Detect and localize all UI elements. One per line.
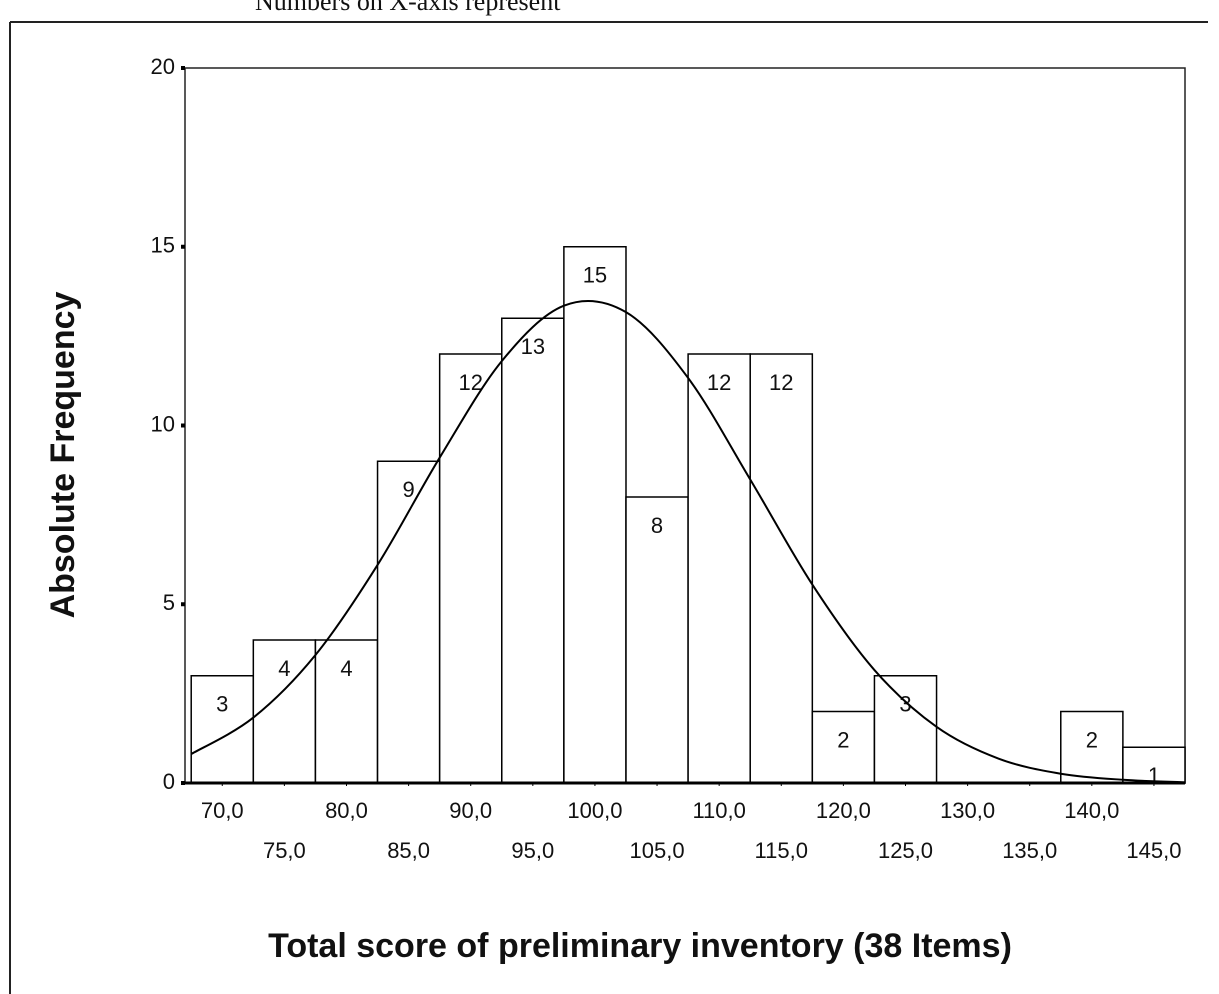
bar: [438, 353, 503, 784]
bar: [1122, 746, 1186, 784]
y-tick-label: 15: [151, 233, 175, 258]
data-label: 2: [837, 727, 849, 752]
bar: [873, 675, 938, 784]
normal-curve: [190, 300, 1186, 784]
x-tick-label: 70,0: [201, 798, 244, 823]
y-tick-label: 0: [163, 769, 175, 794]
bar: [1060, 710, 1124, 784]
y-tick-label: 20: [151, 54, 175, 79]
data-label: 12: [707, 370, 731, 395]
data-label: 8: [651, 513, 663, 538]
y-tick-label: 10: [151, 411, 175, 436]
bar: [376, 460, 441, 784]
x-tick-label: 120,0: [816, 798, 871, 823]
x-tick-label: 100,0: [567, 798, 622, 823]
x-axis-label: Total score of preliminary inventory (38…: [268, 927, 1012, 965]
x-tick-label: 125,0: [878, 838, 933, 863]
x-tick-label: 95,0: [511, 838, 554, 863]
data-label: 4: [340, 656, 352, 681]
x-tick-label: 115,0: [755, 838, 808, 863]
data-label: 4: [278, 656, 290, 681]
bar: [501, 317, 565, 784]
bar: [252, 639, 317, 784]
data-label: 13: [521, 334, 545, 359]
x-tick-label: 145,0: [1126, 838, 1181, 863]
x-tick-label: 140,0: [1064, 798, 1119, 823]
x-tick-label: 75,0: [263, 838, 306, 863]
data-label: 3: [216, 692, 228, 717]
bar: [563, 246, 627, 784]
data-label: 2: [1086, 727, 1098, 752]
x-tick-label: 80,0: [325, 798, 368, 823]
data-label: 9: [402, 477, 414, 502]
y-axis-label: Absolute Frequency: [44, 291, 82, 618]
data-label: 3: [899, 692, 911, 717]
x-tick-label: 135,0: [1002, 838, 1057, 863]
data-label: 12: [458, 370, 482, 395]
bar: [190, 675, 255, 784]
x-tick-label: 105,0: [630, 838, 685, 863]
x-tick-label: 90,0: [449, 798, 492, 823]
x-tick-label: 85,0: [387, 838, 430, 863]
bar: [687, 353, 751, 784]
data-label: 15: [583, 263, 607, 288]
annotation: Numbers on X-axis represent: [255, 0, 561, 16]
bar: [625, 496, 689, 784]
x-tick-label: 110,0: [692, 798, 745, 823]
data-label: 12: [769, 370, 793, 395]
y-tick-label: 5: [163, 590, 175, 615]
x-tick-label: 130,0: [940, 798, 995, 823]
